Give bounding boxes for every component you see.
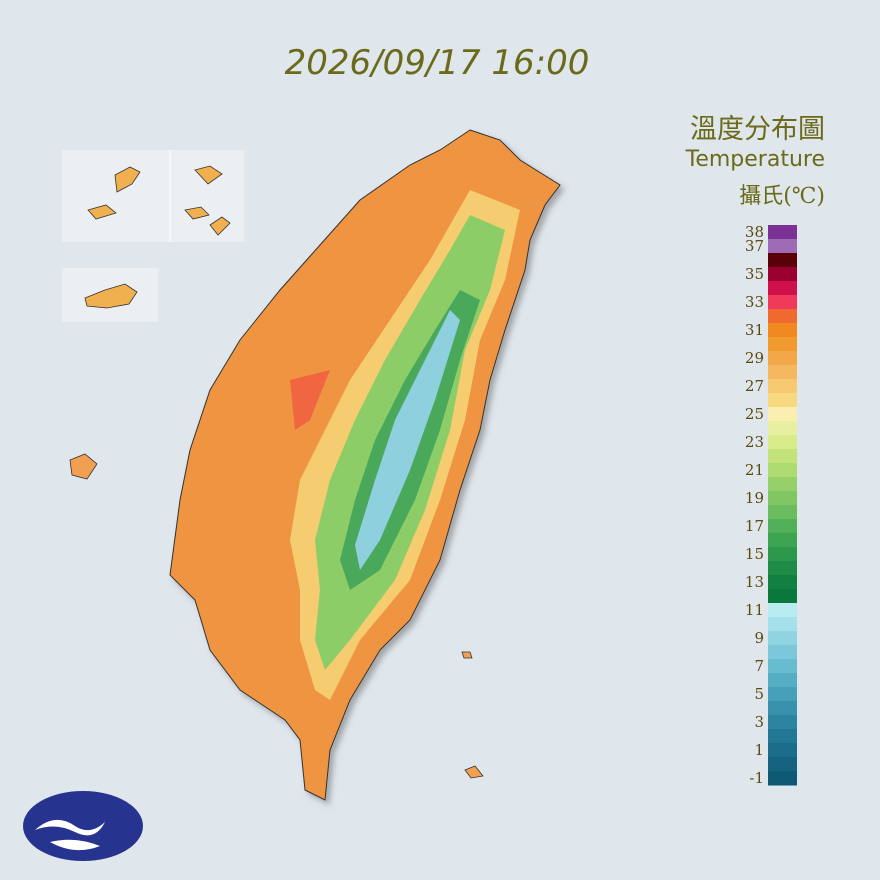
color-swatch <box>768 393 797 408</box>
legend-tick-label: 15 <box>745 545 764 563</box>
legend-tick-label: 21 <box>745 461 764 479</box>
color-swatch <box>768 295 797 310</box>
color-swatch <box>768 743 797 758</box>
legend-tick-label: 25 <box>745 405 764 423</box>
legend-tick-label: 37 <box>745 237 764 255</box>
color-swatch <box>768 729 797 744</box>
timestamp: 2026/09/17 16:00 <box>285 43 590 83</box>
color-swatch <box>768 477 797 492</box>
color-swatch <box>768 757 797 772</box>
color-swatch <box>768 715 797 730</box>
color-swatch <box>768 449 797 464</box>
color-swatch <box>768 603 797 618</box>
color-swatch <box>768 309 797 324</box>
color-swatch <box>768 547 797 562</box>
color-swatch <box>768 337 797 352</box>
taiwan-island <box>169 129 561 801</box>
legend-tick-label: 1 <box>754 741 764 759</box>
outlying-islands <box>69 453 484 779</box>
color-swatch <box>768 701 797 716</box>
color-swatch <box>768 365 797 380</box>
legend-tick-label: 17 <box>745 517 764 535</box>
logo <box>23 791 143 861</box>
legend-tick-label: 19 <box>745 489 764 507</box>
legend-tick-label: 9 <box>754 629 764 647</box>
legend-tick-label: 13 <box>745 573 764 591</box>
color-swatch <box>768 505 797 520</box>
color-swatch <box>768 561 797 576</box>
color-swatch <box>768 519 797 534</box>
color-swatch <box>768 435 797 450</box>
color-swatch <box>768 645 797 660</box>
color-swatch <box>768 617 797 632</box>
legend-tick-label: -1 <box>749 769 764 787</box>
color-swatch <box>768 575 797 590</box>
legend-subtitle: Temperature <box>685 147 825 172</box>
color-swatch <box>768 533 797 548</box>
color-swatch <box>768 631 797 646</box>
legend-tick-label: 29 <box>745 349 764 367</box>
legend-tick-label: 35 <box>745 265 764 283</box>
color-swatch <box>768 323 797 338</box>
legend-tick-label: 7 <box>754 657 764 675</box>
legend-tick-label: 27 <box>745 377 764 395</box>
color-swatch <box>768 491 797 506</box>
color-swatch <box>768 379 797 394</box>
legend-tick-label: 11 <box>745 601 764 619</box>
legend-tick-label: 38 <box>745 223 764 241</box>
legend-tick-label: 23 <box>745 433 764 451</box>
color-swatch <box>768 687 797 702</box>
color-swatch <box>768 463 797 478</box>
color-swatch <box>768 351 797 366</box>
color-swatch <box>768 267 797 282</box>
color-swatch <box>768 407 797 422</box>
inset-islands <box>62 150 244 322</box>
color-swatch <box>768 673 797 688</box>
legend-title: 溫度分布圖 <box>690 114 825 145</box>
legend-unit: 攝氏(℃) <box>739 184 825 209</box>
color-swatch <box>768 239 797 254</box>
color-swatch <box>768 225 797 240</box>
color-swatch <box>768 589 797 604</box>
color-swatch <box>768 659 797 674</box>
color-swatch <box>768 421 797 436</box>
color-swatch <box>768 253 797 268</box>
color-swatch <box>768 771 797 786</box>
legend-tick-label: 3 <box>754 713 764 731</box>
legend-tick-label: 5 <box>754 685 764 703</box>
color-swatch <box>768 281 797 296</box>
legend-tick-label: 31 <box>745 321 764 339</box>
legend-tick-label: 33 <box>745 293 764 311</box>
